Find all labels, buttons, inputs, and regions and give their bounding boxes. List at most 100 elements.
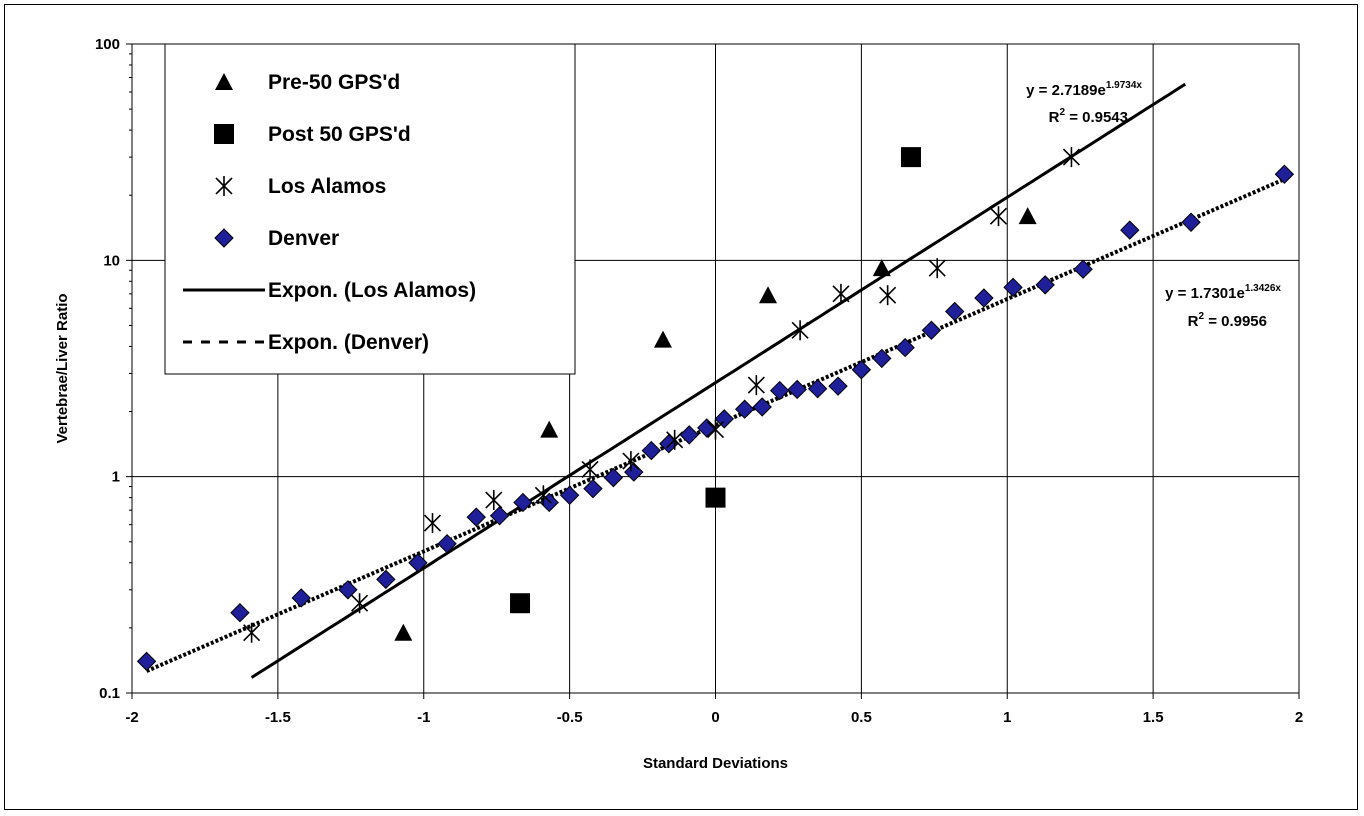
denver-point (945, 301, 965, 322)
denver-equation-base: y = 1.7301e (1165, 285, 1245, 302)
denver-point (230, 603, 250, 623)
pre-50-point (540, 420, 559, 438)
legend-label: Expon. (Los Alamos) (268, 279, 476, 302)
los-alamos-point (534, 485, 552, 506)
pre-50-point (394, 623, 413, 641)
denver-point (769, 380, 790, 401)
denver-point (697, 418, 717, 438)
los-alamos-point (989, 206, 1008, 227)
denver-point (872, 348, 892, 369)
denver-point (1120, 220, 1140, 240)
svg-text:y = 1.7301e1.3426x: y = 1.7301e1.3426x (1165, 283, 1281, 302)
y-axis-label: Vertebrae/Liver Ratio (54, 293, 71, 443)
denver-point (489, 505, 510, 526)
post-50-point (705, 487, 726, 508)
los-alamos-point (243, 622, 261, 643)
denver-point (338, 580, 358, 600)
x-tick-label: -1.5 (265, 709, 291, 726)
legend-asterisk-icon (215, 176, 233, 196)
los-alamos-point (666, 429, 684, 450)
denver-point (513, 492, 533, 513)
los-alamos-point (832, 283, 850, 304)
denver-point (583, 478, 603, 499)
svg-text:R2 = 0.9956: R2 = 0.9956 (1188, 311, 1267, 330)
x-axis-label: Standard Deviations (643, 755, 788, 772)
legend-post-50: Post 50 GPS'd (214, 123, 411, 146)
legend-label: Post 50 GPS'd (268, 123, 411, 146)
denver-point (408, 553, 428, 573)
marker-layer (136, 147, 1295, 672)
los-alamos-point (747, 375, 765, 396)
y-tick-label: 10 (103, 252, 120, 269)
los-alamos-trendline (250, 82, 1186, 679)
legend: Pre-50 GPS'd Post 50 GPS'd Los Alamos Denve… (164, 43, 576, 375)
denver-point (1181, 212, 1201, 232)
denver-point (1274, 164, 1295, 184)
legend-label: Expon. (Denver) (268, 331, 429, 354)
x-tick-label: 1 (1003, 709, 1011, 726)
denver-point (603, 467, 624, 488)
y-tick-label: 100 (95, 36, 120, 53)
denver-point (828, 376, 848, 396)
legend-triangle-icon (215, 73, 233, 90)
pre-50-point (653, 330, 672, 348)
legend-expon-los-alamos: Expon. (Los Alamos) (183, 279, 476, 302)
los-alamos-point (350, 593, 369, 614)
x-tick-label: 0.5 (851, 709, 872, 726)
los-alamos-equation: y = 2.7189e1.9734x R2 = 0.9543 (1026, 80, 1142, 126)
los-alamos-equation-base: y = 2.7189e (1026, 82, 1106, 99)
denver-point (921, 320, 942, 340)
denver-point (1073, 259, 1093, 279)
x-tick-label: 1.5 (1143, 709, 1164, 726)
denver-point (895, 337, 915, 358)
post-50-point (510, 593, 531, 614)
x-tick-label: -2 (125, 709, 138, 726)
x-tick-label: 0 (711, 709, 719, 726)
svg-text:R2 = 0.9543: R2 = 0.9543 (1049, 107, 1128, 126)
legend-denver: Denver (214, 227, 339, 250)
denver-point (466, 507, 486, 527)
denver-point (291, 588, 311, 608)
denver-r2: = 0.9956 (1208, 313, 1267, 330)
denver-point (752, 397, 772, 417)
trendline-layer (145, 82, 1286, 679)
denver-equation-exponent: 1.3426x (1245, 283, 1282, 294)
los-alamos-point (791, 320, 809, 341)
legend-diamond-icon (214, 228, 234, 248)
los-alamos-r2: = 0.9543 (1069, 109, 1128, 126)
denver-point (714, 409, 734, 429)
legend-box (164, 43, 576, 375)
legend-square-icon (214, 124, 234, 144)
denver-point (437, 533, 457, 554)
y-tick-label: 0.1 (99, 685, 120, 702)
denver-point (807, 379, 828, 399)
svg-text:y = 2.7189e1.9734x: y = 2.7189e1.9734x (1026, 80, 1142, 99)
denver-point (787, 379, 807, 400)
denver-point (136, 651, 157, 672)
pre-50-point (1018, 207, 1037, 225)
denver-trendline (145, 177, 1286, 673)
legend-label: Pre-50 GPS'd (268, 71, 400, 94)
los-alamos-point (706, 419, 725, 440)
los-alamos-point (485, 490, 503, 511)
denver-point (1035, 275, 1055, 295)
tick-layer: -2 -1.5 -1 -0.5 0 0.5 1 1.5 2 0.1 1 10 100 (95, 36, 1303, 726)
denver-point (376, 569, 396, 590)
legend-los-alamos: Los Alamos (215, 175, 386, 198)
legend-pre-50: Pre-50 GPS'd (215, 71, 400, 94)
denver-point (559, 485, 580, 506)
pre-50-point (759, 286, 778, 304)
los-alamos-point (622, 451, 640, 472)
x-tick-label: 2 (1295, 709, 1303, 726)
denver-point (624, 462, 644, 482)
legend-label: Los Alamos (268, 175, 386, 198)
y-tick-label: 1 (112, 469, 120, 486)
x-tick-label: -1 (417, 709, 430, 726)
pre-50-point (872, 259, 891, 277)
legend-label: Denver (268, 227, 339, 250)
denver-point (679, 425, 699, 445)
los-alamos-equation-exponent: 1.9734x (1106, 80, 1143, 91)
denver-equation: y = 1.7301e1.3426x R2 = 0.9956 (1165, 283, 1281, 330)
post-50-point (900, 147, 921, 168)
